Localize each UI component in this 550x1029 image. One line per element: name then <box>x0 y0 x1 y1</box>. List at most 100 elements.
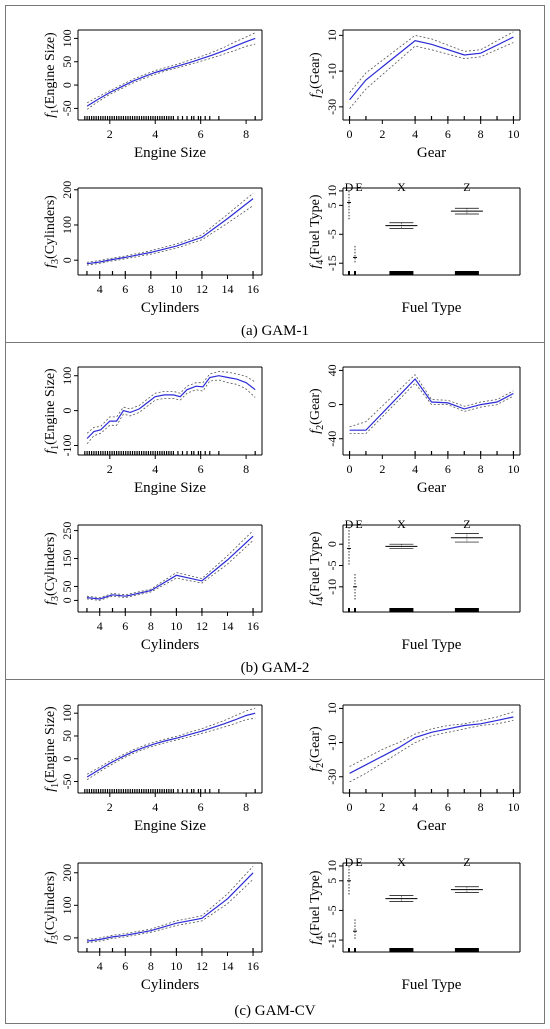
y-tick-label: 0 <box>60 82 74 88</box>
x-tick-label: 10 <box>170 619 182 633</box>
lower-band-line <box>349 720 514 783</box>
x-tick-label: 4 <box>412 127 418 141</box>
upper-band-line <box>86 32 256 104</box>
y-tick-label: 100 <box>60 29 74 47</box>
x-tick-label: 4 <box>412 800 418 814</box>
upper-band-line <box>86 192 254 263</box>
y-tick-label: 10 <box>325 29 339 41</box>
rug-bar-e <box>354 608 356 612</box>
y-tick-label: 100 <box>60 367 74 385</box>
category-label-z: Z <box>463 517 470 531</box>
rug-bar-x <box>389 271 414 275</box>
y-axis-label: f4(Fuel Type) <box>308 194 326 268</box>
y-tick-label: 50 <box>60 580 74 592</box>
fit-line <box>349 716 514 774</box>
x-tick-label: 0 <box>347 127 353 141</box>
x-tick-label: 8 <box>148 959 154 973</box>
y-tick-label: 10 <box>325 860 339 872</box>
y-tick-label: -100 <box>60 435 74 457</box>
rug-bar-z <box>454 948 479 952</box>
x-tick-label: 10 <box>507 800 519 814</box>
category-label-x: X <box>397 180 406 194</box>
lower-band-line <box>86 43 256 110</box>
upper-band-line <box>349 711 514 767</box>
x-tick-label: 0 <box>347 800 353 814</box>
y-axis-label: f1(Engine Size) <box>43 368 61 454</box>
fit-line <box>86 375 256 439</box>
y-axis-label: f4(Fuel Type) <box>308 870 326 944</box>
x-tick-label: 8 <box>478 462 484 476</box>
x-tick-label: 8 <box>148 619 154 633</box>
x-axis-label: Cylinders <box>141 300 199 316</box>
subplot-fuel: -10 -5 0f4(Fuel Type) Fuel Type D E X Z <box>308 517 521 653</box>
lower-band-line <box>86 879 254 944</box>
rug-bar-x <box>389 948 414 952</box>
category-label-d: D <box>345 180 354 194</box>
y-axis-label: f4(Fuel Type) <box>308 531 326 605</box>
y-axis-label: f1(Engine Size) <box>43 706 61 792</box>
x-tick-label: 14 <box>222 282 234 296</box>
x-tick-label: 16 <box>247 282 259 296</box>
y-tick-label: 10 <box>325 185 339 197</box>
y-axis-label: f1(Engine Size) <box>43 32 61 118</box>
lower-band-line <box>86 540 254 601</box>
x-tick-label: 8 <box>243 800 249 814</box>
x-tick-label: 6 <box>445 800 451 814</box>
y-tick-label: -50 <box>60 774 74 790</box>
y-tick-label: -10 <box>325 63 339 79</box>
y-axis-label: f3(Cylinders) <box>43 195 61 268</box>
y-tick-label: 100 <box>60 216 74 234</box>
fit-line <box>349 36 514 101</box>
lower-band-line <box>349 42 514 109</box>
x-tick-label: 14 <box>222 619 234 633</box>
y-tick-label: 100 <box>60 896 74 914</box>
y-tick-label: 150 <box>60 550 74 568</box>
upper-band-line <box>86 866 254 940</box>
y-tick-label: 0 <box>60 257 74 263</box>
y-tick-label: -40 <box>325 431 339 447</box>
rug-bar-d <box>348 608 350 612</box>
y-tick-label: -5 <box>325 905 339 915</box>
x-axis-label: Engine Size <box>134 480 206 496</box>
y-tick-label: 200 <box>60 864 74 882</box>
subplot-gear: -30 -10 10 f2(Gear) Gear 0 2 4 6 8 10 <box>308 29 521 161</box>
x-tick-label: 12 <box>196 282 208 296</box>
x-tick-label: 8 <box>478 800 484 814</box>
y-tick-label: 10 <box>325 702 339 714</box>
x-tick-label: 6 <box>445 462 451 476</box>
rug-bar-e <box>354 271 356 275</box>
y-tick-label: 200 <box>60 181 74 199</box>
x-axis-label: Fuel Type <box>402 637 462 653</box>
x-tick-label: 6 <box>122 282 128 296</box>
x-tick-label: 4 <box>412 462 418 476</box>
y-tick-label: 50 <box>60 56 74 68</box>
lower-band-line <box>86 717 256 781</box>
category-label-z: Z <box>463 180 470 194</box>
y-tick-label: -15 <box>325 255 339 271</box>
y-tick-label: -15 <box>325 932 339 948</box>
rug-bar-d <box>348 948 350 952</box>
x-tick-label: 12 <box>196 959 208 973</box>
x-tick-label: 4 <box>152 462 158 476</box>
rug-bar-z <box>454 608 479 612</box>
y-tick-label: -10 <box>325 735 339 751</box>
rug-bar-e <box>354 948 356 952</box>
y-axis-label: f2(Gear) <box>308 388 326 434</box>
x-axis-label: Cylinders <box>141 977 199 993</box>
y-tick-label: 40 <box>325 364 339 376</box>
fit-line <box>86 37 256 107</box>
x-axis-label: Fuel Type <box>402 977 462 993</box>
x-tick-label: 4 <box>97 959 103 973</box>
x-tick-label: 6 <box>122 959 128 973</box>
y-tick-label: -30 <box>325 99 339 115</box>
x-tick-label: 8 <box>243 462 249 476</box>
rug-bar-d <box>348 271 350 275</box>
x-tick-label: 6 <box>198 462 204 476</box>
category-label-x: X <box>397 855 406 869</box>
